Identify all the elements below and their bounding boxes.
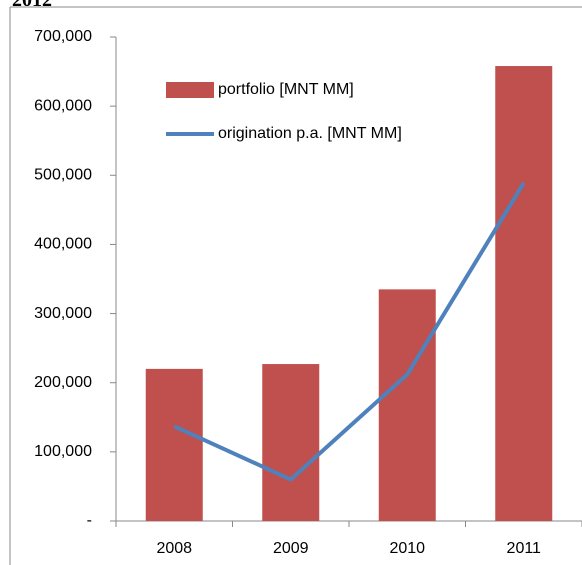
y-tick-label: 600,000 xyxy=(34,97,92,114)
legend-label: origination p.a. [MNT MM] xyxy=(218,125,402,142)
y-tick-label: 200,000 xyxy=(34,374,92,391)
x-tick-label: 2011 xyxy=(507,540,542,557)
y-tick-label: 100,000 xyxy=(34,443,92,460)
y-tick-label: 700,000 xyxy=(34,28,92,45)
y-tick-label: 500,000 xyxy=(34,167,92,184)
line xyxy=(173,181,526,482)
x-tick-label: 2010 xyxy=(389,540,425,557)
y-tick-label: 300,000 xyxy=(34,305,92,322)
legend-label: portfolio [MNT MM] xyxy=(218,81,354,98)
x-tick-label: 2008 xyxy=(156,540,192,557)
bar xyxy=(378,289,436,521)
y-tick-label: 400,000 xyxy=(34,236,92,253)
x-tick-label: 2009 xyxy=(273,540,309,557)
y-tick-label: - xyxy=(87,512,92,529)
chart-title: 2012 xyxy=(12,0,52,11)
bar xyxy=(145,368,203,521)
legend-swatch xyxy=(166,82,214,98)
bar xyxy=(495,66,553,521)
bar xyxy=(262,364,320,521)
